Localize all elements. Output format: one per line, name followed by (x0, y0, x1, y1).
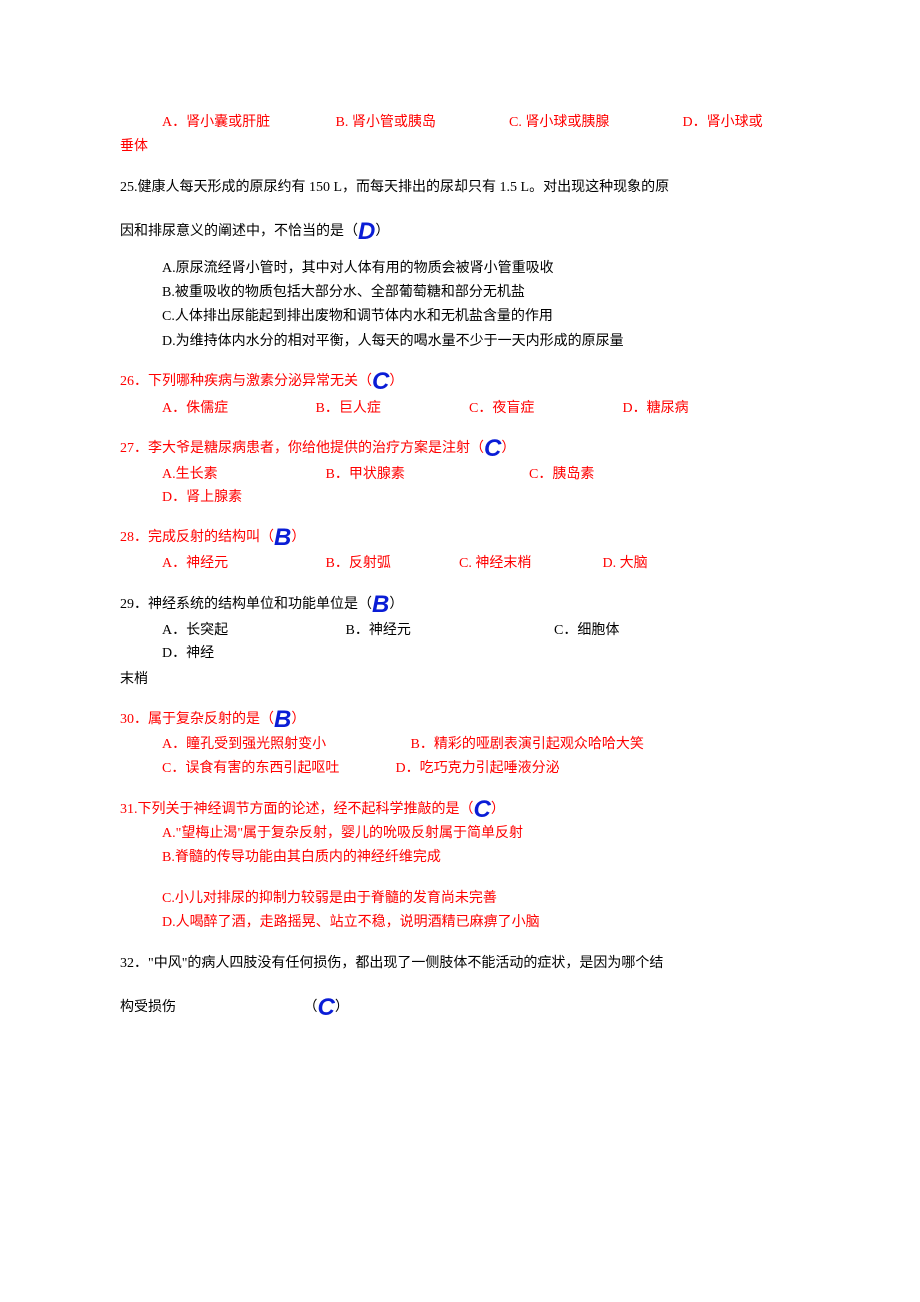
q31-stem: 31.下列关于神经调节方面的论述，经不起科学推敲的是（C） (120, 799, 800, 821)
q27-opt-a: A.生长素 (162, 464, 322, 486)
q31-opt-a: A."望梅止渴"属于复杂反射，婴儿的吮吸反射属于简单反射 (162, 823, 800, 845)
q27-options: A.生长素 B．甲状腺素 C．胰岛素 D．肾上腺素 (120, 464, 800, 509)
q29-opt-d-prefix: D．神经 (162, 643, 214, 665)
q31-opt-b: B.脊髓的传导功能由其白质内的神经纤维完成 (162, 847, 800, 869)
q25-answer: D (358, 222, 375, 241)
q26-stem: 26．下列哪种疾病与激素分泌异常无关（C） (120, 371, 800, 393)
q26-opt-b: B．巨人症 (316, 398, 466, 420)
q32-stem-line1: 32．"中风"的病人四肢没有任何损伤，都出现了一侧肢体不能活动的症状，是因为哪个… (120, 953, 800, 975)
q25-stem-line2: 因和排尿意义的阐述中，不恰当的是（D） (120, 221, 800, 243)
q27-stem-pre: 27．李大爷是糖尿病患者，你给他提供的治疗方案是注射（ (120, 441, 484, 456)
q26: 26．下列哪种疾病与激素分泌异常无关（C） A．侏儒症 B．巨人症 C．夜盲症 … (120, 371, 800, 420)
exam-page: A．肾小囊或肝脏 B. 肾小管或胰岛 C. 肾小球或胰腺 D．肾小球或 垂体 2… (0, 0, 920, 1117)
q27-opt-c: C．胰岛素 (529, 464, 719, 486)
q26-answer: C (372, 372, 389, 391)
q26-stem-post: ） (389, 374, 403, 389)
q30-opt-c: C．误食有害的东西引起呕吐 (162, 758, 392, 780)
q30-opt-b: B．精彩的哑剧表演引起观众哈哈大笑 (411, 734, 644, 756)
q30-answer: B (274, 710, 291, 729)
q32-answer: C (318, 998, 335, 1017)
q30-stem-pre: 30．属于复杂反射的是（ (120, 712, 274, 727)
q30-stem-post: ） (291, 712, 305, 727)
q24-opt-a: A．肾小囊或肝脏 (162, 112, 332, 134)
q32-paren-close: ） (335, 1000, 349, 1015)
q29-opt-d-wrap: 末梢 (120, 669, 800, 691)
q27-stem: 27．李大爷是糖尿病患者，你给他提供的治疗方案是注射（C） (120, 438, 800, 460)
q24-opt-b: B. 肾小管或胰岛 (336, 112, 506, 134)
q28-opt-a: A．神经元 (162, 553, 322, 575)
q27-answer: C (484, 439, 501, 458)
q31: 31.下列关于神经调节方面的论述，经不起科学推敲的是（C） A."望梅止渴"属于… (120, 799, 800, 935)
q32-stem-pre: 构受损伤 (120, 997, 300, 1019)
q29: 29．神经系统的结构单位和功能单位是（B） A．长突起 B．神经元 C．细胞体 … (120, 594, 800, 692)
q29-answer: B (372, 595, 389, 614)
q29-opt-c: C．细胞体 (554, 620, 764, 642)
q29-stem-pre: 29．神经系统的结构单位和功能单位是（ (120, 597, 372, 612)
q28-opt-d: D. 大脑 (603, 553, 648, 575)
q29-options-row: A．长突起 B．神经元 C．细胞体 D．神经 (120, 620, 800, 665)
q31-stem-pre: 31.下列关于神经调节方面的论述，经不起科学推敲的是（ (120, 802, 474, 817)
q26-opt-c: C．夜盲症 (469, 398, 619, 420)
q31-opt-c: C.小儿对排尿的抑制力较弱是由于脊髓的发育尚未完善 (162, 888, 800, 910)
q30-opt-d: D．吃巧克力引起唾液分泌 (396, 758, 560, 780)
q28-options: A．神经元 B．反射弧 C. 神经末梢 D. 大脑 (120, 553, 800, 575)
q28-opt-c: C. 神经末梢 (459, 553, 599, 575)
q28-answer: B (274, 528, 291, 547)
q25-stem-line1: 25.健康人每天形成的原尿约有 150 L，而每天排出的尿却只有 1.5 L。对… (120, 177, 800, 199)
q28: 28．完成反射的结构叫（B） A．神经元 B．反射弧 C. 神经末梢 D. 大脑 (120, 527, 800, 576)
q24-opt-c: C. 肾小球或胰腺 (509, 112, 679, 134)
q24-opt-d-prefix: D．肾小球或 (683, 112, 763, 134)
q27-stem-post: ） (501, 441, 515, 456)
q32-stem-line2: 构受损伤 （C） (120, 997, 800, 1019)
q31-opt-d: D.人喝醉了酒，走路摇晃、站立不稳，说明酒精已麻痹了小脑 (162, 912, 800, 934)
q27-opt-b: B．甲状腺素 (326, 464, 526, 486)
q24-options-row: A．肾小囊或肝脏 B. 肾小管或胰岛 C. 肾小球或胰腺 D．肾小球或 (120, 112, 800, 134)
q26-options: A．侏儒症 B．巨人症 C．夜盲症 D．糖尿病 (120, 398, 800, 420)
q25-opt-c: C.人体排出尿能起到排出废物和调节体内水和无机盐含量的作用 (162, 306, 800, 328)
q28-stem: 28．完成反射的结构叫（B） (120, 527, 800, 549)
q25-opt-d: D.为维持体内水分的相对平衡，人每天的喝水量不少于一天内形成的原尿量 (162, 331, 800, 353)
q28-stem-pre: 28．完成反射的结构叫（ (120, 530, 274, 545)
q30-row2: C．误食有害的东西引起呕吐 D．吃巧克力引起唾液分泌 (162, 758, 800, 780)
q29-stem: 29．神经系统的结构单位和功能单位是（B） (120, 594, 800, 616)
q32: 32．"中风"的病人四肢没有任何损伤，都出现了一侧肢体不能活动的症状，是因为哪个… (120, 953, 800, 1020)
q30: 30．属于复杂反射的是（B） A．瞳孔受到强光照射变小 B．精彩的哑剧表演引起观… (120, 709, 800, 780)
q27: 27．李大爷是糖尿病患者，你给他提供的治疗方案是注射（C） A.生长素 B．甲状… (120, 438, 800, 509)
q25-opt-a: A.原尿流经肾小管时，其中对人体有用的物质会被肾小管重吸收 (162, 258, 800, 280)
q25-stem-post: ） (375, 224, 389, 239)
q28-opt-b: B．反射弧 (326, 553, 456, 575)
q30-opt-a: A．瞳孔受到强光照射变小 (162, 734, 407, 756)
q31-options: A."望梅止渴"属于复杂反射，婴儿的吮吸反射属于简单反射 B.脊髓的传导功能由其… (120, 823, 800, 935)
q24-options-fragment: A．肾小囊或肝脏 B. 肾小管或胰岛 C. 肾小球或胰腺 D．肾小球或 垂体 (120, 112, 800, 159)
q32-paren-open: （ (304, 1000, 318, 1015)
q29-opt-a: A．长突起 (162, 620, 342, 642)
q25-stem-pre: 因和排尿意义的阐述中，不恰当的是（ (120, 224, 358, 239)
q25: 25.健康人每天形成的原尿约有 150 L，而每天排出的尿却只有 1.5 L。对… (120, 177, 800, 353)
q29-opt-b: B．神经元 (346, 620, 551, 642)
q27-opt-d: D．肾上腺素 (162, 487, 242, 509)
q26-stem-pre: 26．下列哪种疾病与激素分泌异常无关（ (120, 374, 372, 389)
q30-stem: 30．属于复杂反射的是（B） (120, 709, 800, 731)
q31-answer: C (474, 800, 491, 819)
q26-opt-d: D．糖尿病 (623, 398, 689, 420)
q30-row1: A．瞳孔受到强光照射变小 B．精彩的哑剧表演引起观众哈哈大笑 (162, 734, 800, 756)
q30-options: A．瞳孔受到强光照射变小 B．精彩的哑剧表演引起观众哈哈大笑 C．误食有害的东西… (120, 734, 800, 781)
q31-stem-post: ） (491, 802, 505, 817)
q25-opt-b: B.被重吸收的物质包括大部分水、全部葡萄糖和部分无机盐 (162, 282, 800, 304)
q29-stem-post: ） (389, 597, 403, 612)
q28-stem-post: ） (291, 530, 305, 545)
q24-opt-d-wrap: 垂体 (120, 136, 800, 158)
q26-opt-a: A．侏儒症 (162, 398, 312, 420)
q25-options: A.原尿流经肾小管时，其中对人体有用的物质会被肾小管重吸收 B.被重吸收的物质包… (120, 258, 800, 354)
